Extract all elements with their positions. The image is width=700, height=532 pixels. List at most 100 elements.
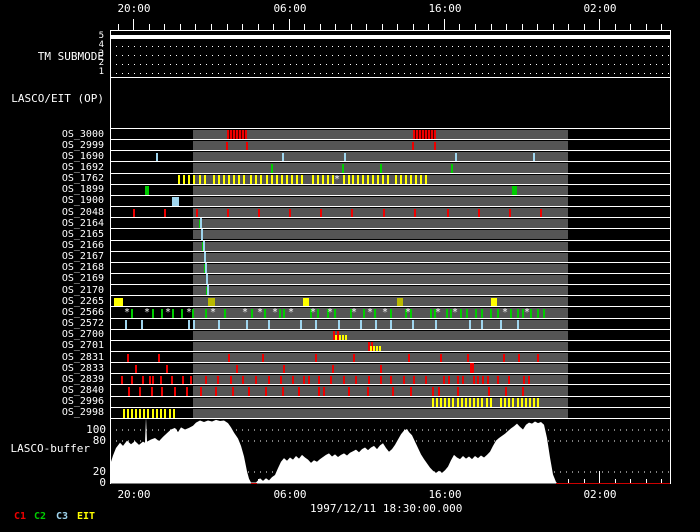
event-mark-y [114, 297, 123, 307]
buffer-axis-tick [645, 479, 647, 483]
event-mark-r [332, 364, 334, 374]
event-mark-y [322, 175, 324, 185]
row-label: OS_1692 [61, 161, 104, 173]
event-mark-r [473, 375, 475, 385]
event-mark-y [266, 175, 268, 185]
event-mark-g [374, 308, 376, 318]
plan-region [193, 286, 568, 296]
event-mark-y [260, 175, 262, 185]
event-mark-g [446, 308, 448, 318]
event-mark-r [160, 375, 162, 385]
event-mark-rs [227, 129, 247, 140]
buffer-axis-tick [226, 479, 228, 483]
event-mark-r [462, 375, 464, 385]
row-label: OS_2166 [61, 240, 104, 251]
row-label: OS_1900 [61, 195, 104, 207]
event-mark-g [334, 308, 336, 318]
event-mark-y [379, 345, 381, 352]
event-mark-b [188, 320, 190, 330]
event-mark-r [315, 353, 317, 363]
event-mark-r [128, 386, 130, 396]
axis-tick [335, 24, 337, 30]
event-mark-b [206, 273, 208, 285]
event-mark-y [405, 175, 407, 185]
event-mark-g [522, 308, 524, 318]
buffer-axis-tick [661, 479, 663, 483]
event-mark-g [363, 308, 365, 318]
timeline-row-OS_2840 [110, 384, 670, 396]
event-mark-y [228, 175, 230, 185]
legend-item-C1: C1 [14, 511, 27, 522]
event-mark-r [164, 208, 166, 218]
event-mark-r [228, 353, 230, 363]
timeline-row-OS_2048 [110, 206, 670, 218]
buffer-ytick-label: 20 [92, 465, 106, 478]
row-label: OS_1762 [61, 173, 104, 185]
event-mark-r [371, 342, 373, 352]
buffer-axis-tick [366, 479, 368, 483]
submode-scale-digit: 1 [98, 67, 104, 77]
event-mark-r [368, 375, 370, 385]
axis-tick [630, 24, 632, 30]
event-mark-r [174, 386, 176, 396]
event-mark-r [487, 375, 489, 385]
event-mark-b [207, 285, 209, 297]
axis-tick [568, 24, 570, 30]
event-mark-b [200, 218, 202, 230]
plan-region [193, 241, 568, 251]
event-mark-b [300, 320, 302, 330]
event-mark-r [333, 331, 335, 341]
axis-tick [164, 24, 166, 30]
event-mark-y [486, 398, 488, 408]
bottom-time-label: 20:00 [117, 488, 151, 501]
buffer-axis-tick [443, 471, 445, 483]
event-mark-r [508, 375, 510, 385]
buffer-zero-line [556, 483, 670, 484]
event-mark-r [139, 386, 141, 396]
event-marker-asterisk: * [257, 307, 264, 319]
event-marker-asterisk: * [452, 307, 459, 319]
plan-region [193, 274, 568, 285]
event-mark-y [444, 398, 446, 408]
event-mark-r [255, 375, 257, 385]
timeline-row-OS_2831 [110, 351, 670, 363]
event-mark-r [215, 386, 217, 396]
row-label: OS_2265 [61, 295, 104, 307]
event-mark-y [367, 175, 369, 185]
event-mark-r [289, 208, 291, 218]
event-mark-b [517, 320, 519, 330]
event-mark-y [473, 398, 475, 408]
timeline-row-OS_2166 [110, 239, 670, 252]
event-mark-y [250, 175, 252, 185]
bottom-time-label: 06:00 [273, 488, 307, 501]
event-mark-b [246, 320, 248, 330]
event-mark-y [276, 175, 278, 185]
event-mark-y [193, 175, 195, 185]
timeline-row-OS_2169 [110, 272, 670, 285]
event-mark-y [342, 334, 344, 341]
event-mark-g [466, 308, 468, 318]
event-mark-b [455, 152, 457, 162]
event-mark-r [265, 386, 267, 396]
event-mark-y [477, 398, 479, 408]
event-mark-r [457, 375, 459, 385]
event-mark-y [410, 175, 412, 185]
event-mark-r [200, 386, 202, 396]
plan-region [193, 185, 568, 195]
event-mark-r [413, 375, 415, 385]
tm-submode-label: TM SUBMODE [37, 50, 104, 63]
event-mark-y [491, 297, 497, 307]
event-mark-y [213, 175, 215, 185]
buffer-ytick-label: 80 [92, 434, 106, 447]
timeline-row-OS_2572 [110, 317, 670, 330]
event-mark-g [430, 308, 432, 318]
event-mark-y [156, 409, 158, 419]
event-mark-g [310, 308, 312, 318]
event-mark-b [268, 320, 270, 330]
timeline-row-OS_1692 [110, 161, 670, 173]
axis-tick [195, 24, 197, 30]
event-mark-r [353, 353, 355, 363]
event-mark-y [218, 175, 220, 185]
event-mark-r [392, 386, 394, 396]
buffer-fill [110, 416, 670, 484]
